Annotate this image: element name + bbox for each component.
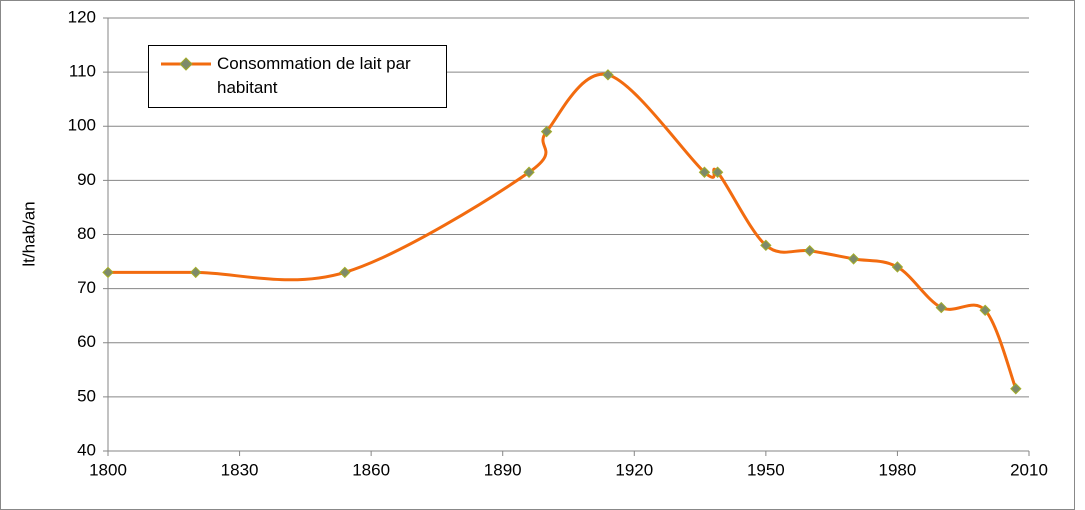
marker [711,166,724,178]
x-tick-label: 1800 [89,460,127,479]
x-tick-label: 1860 [352,460,390,479]
y-tick-label: 120 [68,7,96,26]
marker [979,304,991,316]
y-tick-label: 110 [69,62,96,81]
y-axis-label: lt/hab/an [19,201,38,266]
marker [602,69,614,81]
marker [102,266,114,279]
x-tick-label: 1920 [615,460,653,479]
marker [891,261,904,273]
legend: Consommation de lait par habitant [148,45,447,108]
series-line [108,72,1018,390]
x-tick-label: 2010 [1010,460,1048,479]
y-tick-label: 90 [77,170,96,189]
marker [523,166,535,178]
x-tick-label: 1950 [747,460,785,479]
marker [190,266,202,279]
legend-symbol [161,57,211,71]
y-tick-label: 40 [77,440,96,459]
marker [847,253,860,265]
marker [804,245,816,257]
y-tick-label: 100 [68,116,96,135]
y-tick-label: 50 [77,386,96,405]
x-tick-label: 1890 [484,460,522,479]
legend-marker [179,57,193,71]
marker [698,166,711,178]
y-tick-label: 70 [77,278,96,297]
marker [935,301,947,314]
y-tick-label: 80 [77,224,96,243]
x-tick-label: 1830 [221,460,259,479]
marker [1010,383,1022,395]
x-tick-label: 1980 [879,460,917,479]
marker [339,266,351,279]
marker [760,239,772,252]
y-tick-label: 60 [77,332,96,351]
marker [540,125,553,138]
legend-label: Consommation de lait par habitant [217,54,411,97]
